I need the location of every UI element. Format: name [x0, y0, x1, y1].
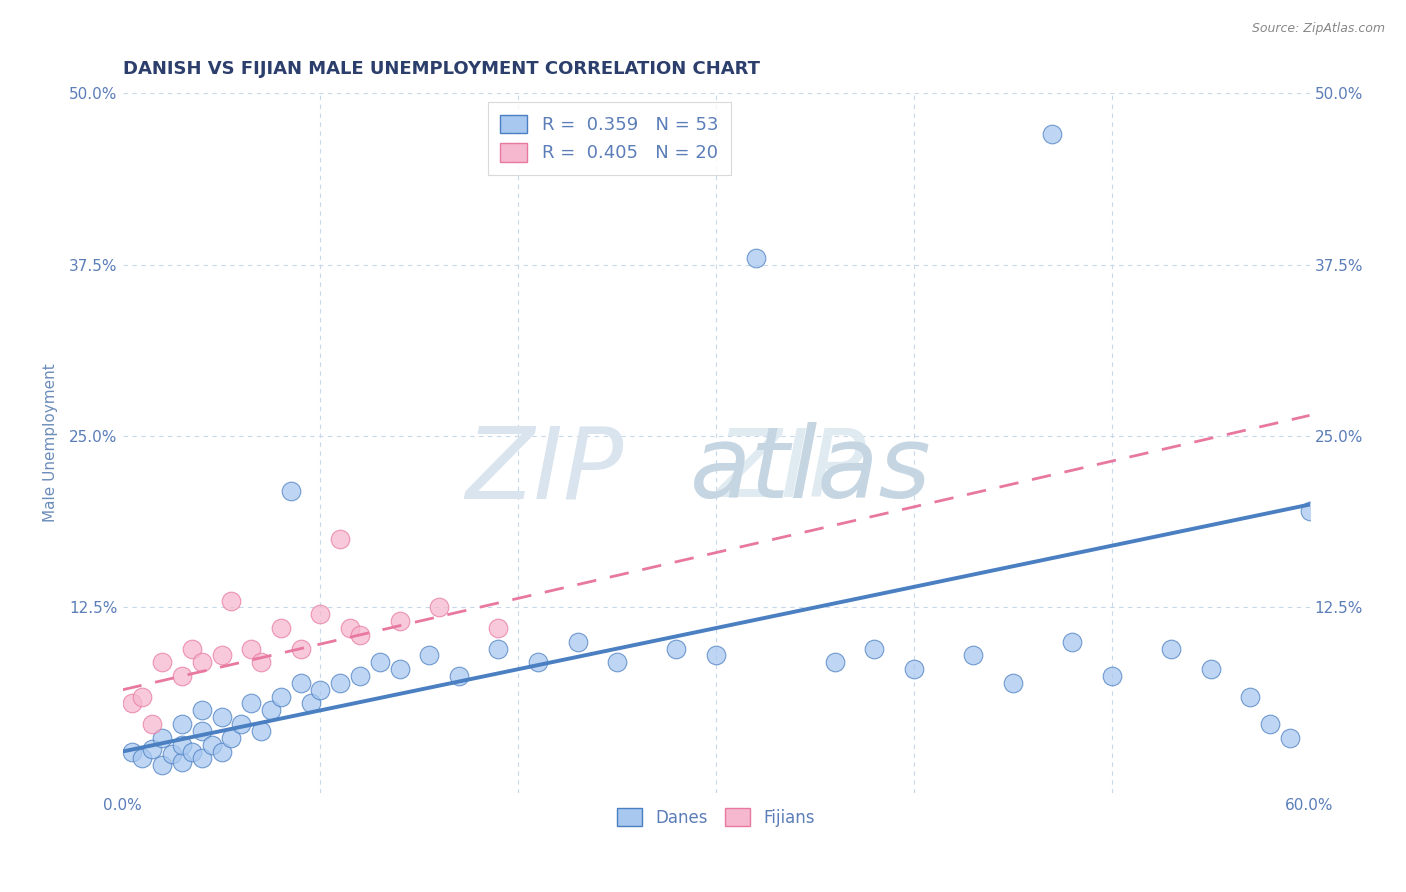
Point	[131, 751, 153, 765]
Point	[270, 690, 292, 704]
Point	[211, 648, 233, 663]
Point	[150, 731, 173, 745]
Point	[170, 756, 193, 770]
Point	[368, 656, 391, 670]
Point	[1258, 717, 1281, 731]
Point	[418, 648, 440, 663]
Point	[170, 669, 193, 683]
Point	[299, 697, 322, 711]
Point	[527, 656, 550, 670]
Text: Source: ZipAtlas.com: Source: ZipAtlas.com	[1251, 22, 1385, 36]
Point	[190, 656, 212, 670]
Point	[903, 662, 925, 676]
Point	[141, 717, 163, 731]
Point	[962, 648, 984, 663]
Point	[121, 744, 143, 758]
Point	[290, 641, 312, 656]
Point	[447, 669, 470, 683]
Point	[131, 690, 153, 704]
Point	[190, 703, 212, 717]
Point	[240, 697, 263, 711]
Point	[488, 641, 510, 656]
Point	[250, 723, 273, 738]
Point	[349, 628, 371, 642]
Point	[488, 621, 510, 635]
Point	[1199, 662, 1222, 676]
Point	[270, 621, 292, 635]
Point	[665, 641, 688, 656]
Text: ZIP: ZIP	[716, 425, 866, 516]
Point	[329, 676, 352, 690]
Point	[349, 669, 371, 683]
Point	[221, 731, 243, 745]
Point	[211, 744, 233, 758]
Point	[290, 676, 312, 690]
Point	[190, 723, 212, 738]
Point	[863, 641, 886, 656]
Point	[704, 648, 727, 663]
Point	[1278, 731, 1301, 745]
Point	[1001, 676, 1024, 690]
Point	[1062, 634, 1084, 648]
Point	[280, 483, 302, 498]
Point	[824, 656, 846, 670]
Y-axis label: Male Unemployment: Male Unemployment	[44, 363, 58, 522]
Point	[141, 741, 163, 756]
Point	[567, 634, 589, 648]
Point	[250, 656, 273, 670]
Point	[329, 532, 352, 546]
Point	[388, 662, 411, 676]
Point	[121, 697, 143, 711]
Point	[309, 682, 332, 697]
Point	[150, 656, 173, 670]
Point	[231, 717, 253, 731]
Point	[170, 717, 193, 731]
Point	[211, 710, 233, 724]
Point	[388, 614, 411, 628]
Text: atlas: atlas	[690, 422, 932, 519]
Text: ZIPatlas: ZIPatlas	[716, 425, 1094, 516]
Point	[180, 641, 202, 656]
Point	[606, 656, 628, 670]
Point	[180, 744, 202, 758]
Text: ZIP: ZIP	[465, 422, 623, 519]
Point	[309, 607, 332, 622]
Point	[221, 593, 243, 607]
Point	[1040, 127, 1063, 141]
Point	[260, 703, 283, 717]
Point	[150, 758, 173, 772]
Point	[1160, 641, 1182, 656]
Legend: Danes, Fijians: Danes, Fijians	[610, 802, 821, 833]
Text: DANISH VS FIJIAN MALE UNEMPLOYMENT CORRELATION CHART: DANISH VS FIJIAN MALE UNEMPLOYMENT CORRE…	[122, 60, 759, 78]
Point	[201, 738, 224, 752]
Point	[339, 621, 361, 635]
Point	[1298, 504, 1320, 518]
Point	[240, 641, 263, 656]
Point	[160, 747, 183, 762]
Point	[427, 600, 450, 615]
Point	[190, 751, 212, 765]
Point	[744, 251, 766, 265]
Point	[170, 738, 193, 752]
Point	[1101, 669, 1123, 683]
Point	[1239, 690, 1261, 704]
